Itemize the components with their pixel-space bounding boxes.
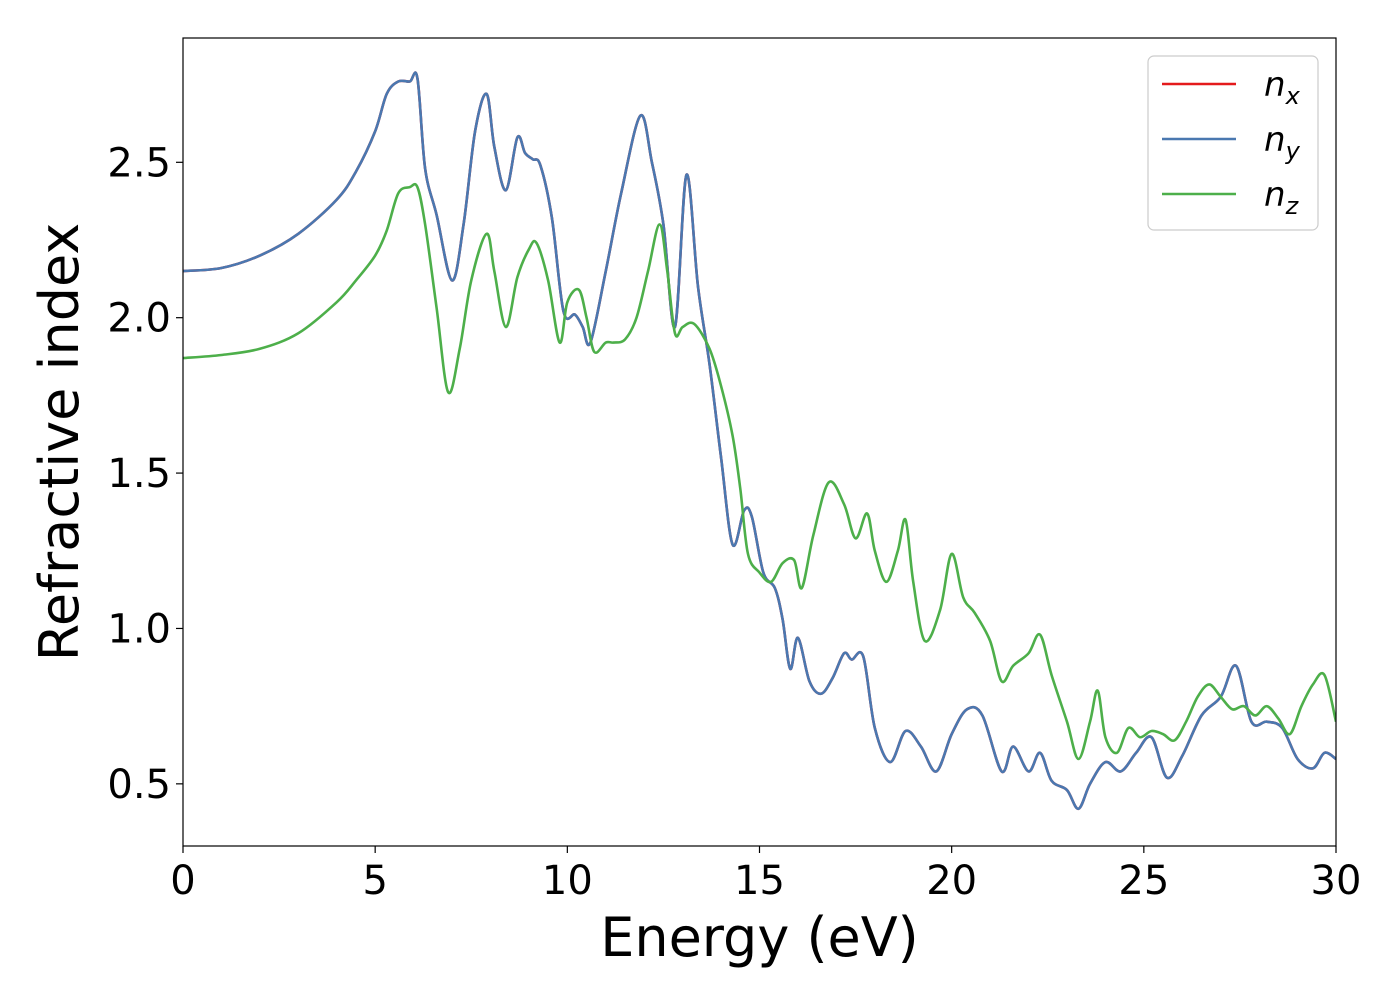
legend-label-nx: nx: [1264, 65, 1301, 110]
legend-label-nz: nz: [1264, 175, 1300, 220]
y-tick-label: 2.5: [107, 140, 171, 186]
series-layer: [183, 71, 1336, 811]
x-tick-label: 0: [170, 858, 195, 904]
legend-box: [1147, 55, 1319, 231]
legend: nx ny nz: [1147, 55, 1319, 231]
y-tick-label: 1.0: [107, 606, 171, 652]
tick-layer: 0 5 10 15 20 25 30 0.5 1.0 1.5 2.0 2.5: [107, 140, 1361, 904]
x-tick-label: 20: [926, 858, 977, 904]
legend-label-ny: ny: [1264, 120, 1301, 165]
y-tick-label: 1.5: [107, 451, 171, 497]
y-axis-label: Refractive index: [28, 223, 91, 662]
x-axis-label: Energy (eV): [600, 906, 919, 969]
x-tick-label: 10: [542, 858, 593, 904]
series-line-nz: [183, 182, 1336, 761]
x-tick-label: 30: [1311, 858, 1362, 904]
y-tick-label: 2.0: [107, 296, 171, 342]
x-tick-label: 25: [1118, 858, 1169, 904]
x-tick-label: 15: [734, 858, 785, 904]
series-line-ny: [183, 71, 1336, 811]
x-tick-label: 5: [362, 858, 387, 904]
y-tick-label: 0.5: [107, 762, 171, 808]
